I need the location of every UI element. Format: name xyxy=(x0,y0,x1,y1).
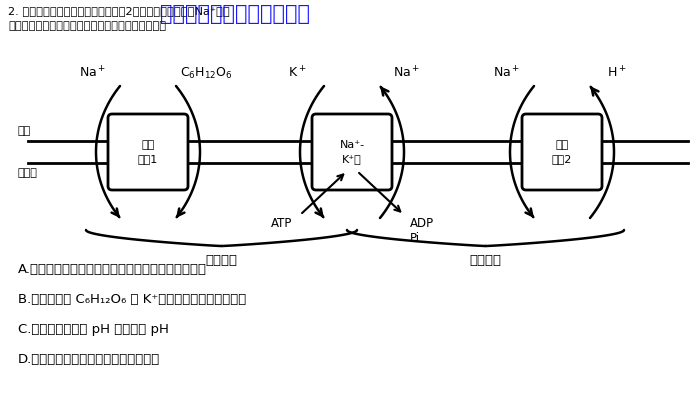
Text: 膜外: 膜外 xyxy=(18,126,32,136)
Text: A.图中所示过程体现细胞膜具有选择透性的功能特点: A.图中所示过程体现细胞膜具有选择透性的功能特点 xyxy=(18,263,207,276)
Text: 载体
蛋白2: 载体 蛋白2 xyxy=(552,141,572,164)
Text: ADP
Pi: ADP Pi xyxy=(410,217,434,245)
Text: 载体
蛋白1: 载体 蛋白1 xyxy=(138,141,158,164)
FancyBboxPatch shape xyxy=(312,114,392,190)
Text: 微信公众号关注：趣找答案: 微信公众号关注：趣找答案 xyxy=(160,4,310,24)
Text: C.图中细胞的胞外 pH 高于胞内 pH: C.图中细胞的胞外 pH 高于胞内 pH xyxy=(18,323,169,336)
FancyBboxPatch shape xyxy=(522,114,602,190)
Text: Na$^+$: Na$^+$ xyxy=(494,66,521,81)
Text: 2. 下图所示为载体蛋白１和载体蛋白2依赖于细胞膜两侧的Na⁺浓度: 2. 下图所示为载体蛋白１和载体蛋白2依赖于细胞膜两侧的Na⁺浓度 xyxy=(8,6,230,16)
Text: K$^+$: K$^+$ xyxy=(288,66,306,81)
Text: B.图中细胞对 C₆H₁₂O₆ 和 K⁺的吸收方式属于主动运输: B.图中细胞对 C₆H₁₂O₆ 和 K⁺的吸收方式属于主动运输 xyxy=(18,293,246,306)
Text: Na⁺-
K⁺泵: Na⁺- K⁺泵 xyxy=(340,141,365,164)
Text: Na$^+$: Na$^+$ xyxy=(393,66,421,81)
Text: 差驱动相应物质的运输。下列叙述错误的是（　　）: 差驱动相应物质的运输。下列叙述错误的是（ ） xyxy=(8,21,166,31)
Text: 细胞膜: 细胞膜 xyxy=(18,168,38,178)
Text: ATP: ATP xyxy=(271,217,292,230)
Text: H$^+$: H$^+$ xyxy=(607,66,626,81)
FancyBboxPatch shape xyxy=(108,114,188,190)
Text: 协同运输: 协同运输 xyxy=(206,254,237,267)
Text: 协同运输: 协同运输 xyxy=(470,254,501,267)
Text: D.图中载体蛋白有的具有催化剂的功能: D.图中载体蛋白有的具有催化剂的功能 xyxy=(18,353,160,366)
Text: C$_6$H$_{12}$O$_6$: C$_6$H$_{12}$O$_6$ xyxy=(180,66,232,81)
Text: Na$^+$: Na$^+$ xyxy=(79,66,106,81)
